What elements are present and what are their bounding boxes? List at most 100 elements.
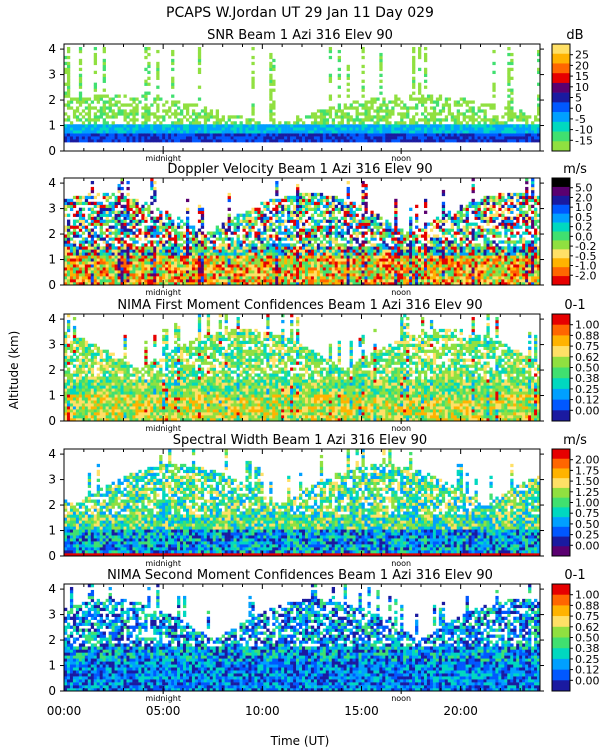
heatmap-cell [159, 264, 163, 268]
heatmap-cell [287, 237, 291, 241]
heatmap-cell [418, 264, 422, 268]
heatmap-cell [174, 124, 178, 128]
heatmap-cell [349, 273, 353, 277]
heatmap-cell [328, 201, 333, 206]
heatmap-cell [304, 252, 309, 256]
heatmap-cell [236, 273, 240, 277]
heatmap-cell [426, 255, 431, 259]
heatmap-cell [84, 133, 89, 137]
heatmap-cell [290, 231, 294, 235]
heatmap-cell [376, 231, 380, 235]
heatmap-cell [278, 124, 282, 128]
heatmap-cell [429, 273, 434, 277]
heatmap-cell [236, 252, 240, 256]
heatmap-cell [251, 252, 255, 256]
heatmap-cell [171, 261, 175, 265]
heatmap-cell [102, 133, 106, 137]
heatmap-cell [150, 186, 154, 191]
heatmap-cell [376, 127, 380, 131]
heatmap-cell [185, 261, 190, 265]
heatmap-cell [99, 139, 103, 143]
heatmap-cell [343, 261, 347, 265]
heatmap-cell [162, 252, 166, 256]
heatmap-cell [337, 282, 341, 286]
heatmap-cell [388, 133, 392, 137]
heatmap-cell [108, 201, 112, 206]
heatmap-cell [206, 273, 211, 277]
heatmap-cell [105, 222, 109, 226]
heatmap-cell [364, 276, 368, 280]
heatmap-cell [412, 273, 416, 277]
heatmap-cell [459, 133, 463, 137]
heatmap-cell [423, 225, 428, 229]
heatmap-cell [147, 204, 151, 209]
heatmap-cell [123, 94, 127, 98]
heatmap-cell [66, 61, 71, 66]
heatmap-cell [307, 222, 312, 226]
heatmap-cell [183, 270, 187, 274]
heatmap-cell [421, 255, 425, 259]
heatmap-cell [248, 246, 252, 250]
heatmap-cell [296, 118, 300, 122]
heatmap-cell [435, 222, 440, 226]
heatmap-cell [495, 127, 499, 131]
heatmap-cell [293, 255, 297, 259]
heatmap-cell [162, 261, 166, 265]
heatmap-cell [251, 70, 255, 75]
heatmap-cell [81, 213, 86, 217]
heatmap-cell [334, 219, 338, 223]
heatmap-cell [394, 136, 398, 140]
heatmap-cell [441, 130, 446, 134]
heatmap-cell [126, 258, 130, 262]
heatmap-cell [78, 130, 83, 134]
heatmap-cell [185, 219, 190, 223]
heatmap-cell [293, 213, 297, 217]
heatmap-cell [78, 79, 83, 83]
heatmap-cell [376, 246, 380, 250]
heatmap-cell [156, 207, 160, 211]
heatmap-cell [537, 112, 541, 116]
heatmap-cell [489, 124, 493, 128]
heatmap-cell [93, 225, 98, 229]
heatmap-cell [441, 133, 446, 137]
heatmap-cell [162, 270, 166, 274]
heatmap-cell [376, 115, 380, 119]
heatmap-cell [183, 139, 187, 143]
heatmap-cell [418, 234, 422, 238]
heatmap-cell [409, 252, 413, 256]
heatmap-cell [66, 136, 71, 140]
heatmap-cell [400, 118, 404, 122]
heatmap-cell [162, 276, 166, 280]
heatmap-cell [224, 130, 228, 134]
heatmap-cell [126, 252, 130, 256]
heatmap-cell [236, 276, 240, 280]
heatmap-cell [367, 127, 371, 131]
heatmap-cell [266, 124, 270, 128]
heatmap-cell [501, 139, 505, 143]
heatmap-cell [147, 249, 151, 253]
heatmap-cell [284, 133, 288, 137]
heatmap-cell [191, 243, 196, 247]
heatmap-cell [69, 136, 74, 140]
heatmap-cell [391, 130, 395, 134]
heatmap-cell [453, 219, 457, 223]
heatmap-cell [397, 243, 401, 247]
heatmap-cell [227, 282, 231, 286]
heatmap-cell [281, 252, 285, 256]
heatmap-cell [126, 231, 130, 235]
heatmap-cell [299, 204, 303, 209]
heatmap-cell [245, 219, 249, 223]
heatmap-cell [120, 219, 124, 223]
heatmap-cell [278, 130, 282, 134]
heatmap-cell [361, 222, 365, 226]
heatmap-cell [319, 198, 324, 203]
heatmap-cell [185, 237, 190, 241]
heatmap-cell [293, 246, 297, 250]
heatmap-cell [126, 264, 130, 268]
heatmap-cell [236, 243, 240, 247]
heatmap-cell [266, 270, 270, 274]
heatmap-cell [174, 234, 178, 238]
heatmap-cell [391, 228, 395, 232]
heatmap-cell [230, 270, 234, 274]
heatmap-cell [224, 136, 228, 140]
